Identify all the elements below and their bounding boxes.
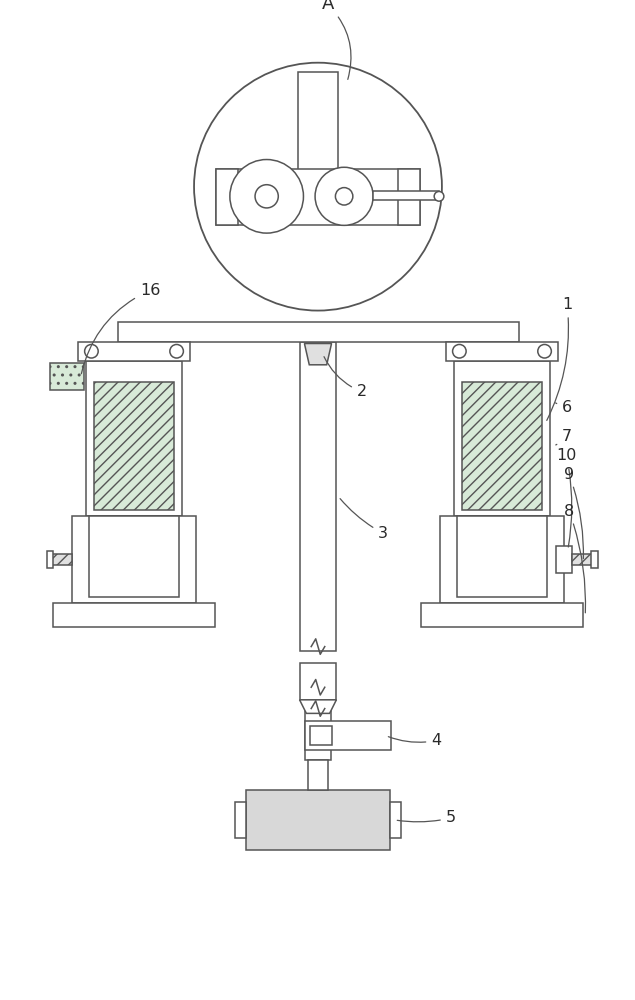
Bar [51,554,72,565]
Text: 1: 1 [547,297,572,420]
Bar [390,802,401,838]
Text: 16: 16 [81,283,160,374]
Bar [90,516,178,597]
Circle shape [194,63,442,311]
Bar [373,191,439,200]
Text: 2: 2 [324,357,367,399]
Circle shape [230,160,304,233]
Bar [453,361,551,516]
Polygon shape [300,700,337,713]
Circle shape [538,344,551,358]
Bar [50,363,84,390]
Bar [298,72,338,216]
Bar [217,169,237,225]
Bar [47,551,53,568]
Bar [72,516,196,603]
Circle shape [255,185,278,208]
Polygon shape [304,343,331,365]
Bar [457,516,547,597]
Text: 8: 8 [564,504,585,613]
Circle shape [170,344,184,358]
Circle shape [315,167,373,225]
Bar [246,790,390,850]
Text: 6: 6 [556,400,572,415]
Bar [305,721,391,750]
Bar [420,603,584,627]
Circle shape [84,344,98,358]
Bar [572,554,593,565]
Circle shape [434,191,444,201]
Text: 3: 3 [340,499,388,541]
Text: 7: 7 [556,429,572,445]
Bar [446,342,558,361]
Bar [556,546,572,573]
Text: A: A [321,0,351,79]
Bar [86,361,182,516]
Circle shape [453,344,466,358]
Bar [300,663,337,700]
Text: 5: 5 [398,810,456,825]
Text: 4: 4 [389,733,441,748]
Bar [440,516,564,603]
Bar [53,603,215,627]
Bar [117,322,519,342]
Bar [217,169,420,225]
Text: 10: 10 [556,448,577,547]
Bar [309,760,328,790]
Bar [591,551,598,568]
Text: 9: 9 [564,467,584,559]
Circle shape [335,188,353,205]
Bar [300,342,337,651]
Bar [398,169,420,225]
Bar [462,382,542,510]
Bar [305,705,331,760]
Bar [235,802,246,838]
Bar [95,382,174,510]
Bar [78,342,190,361]
Bar [311,726,331,745]
